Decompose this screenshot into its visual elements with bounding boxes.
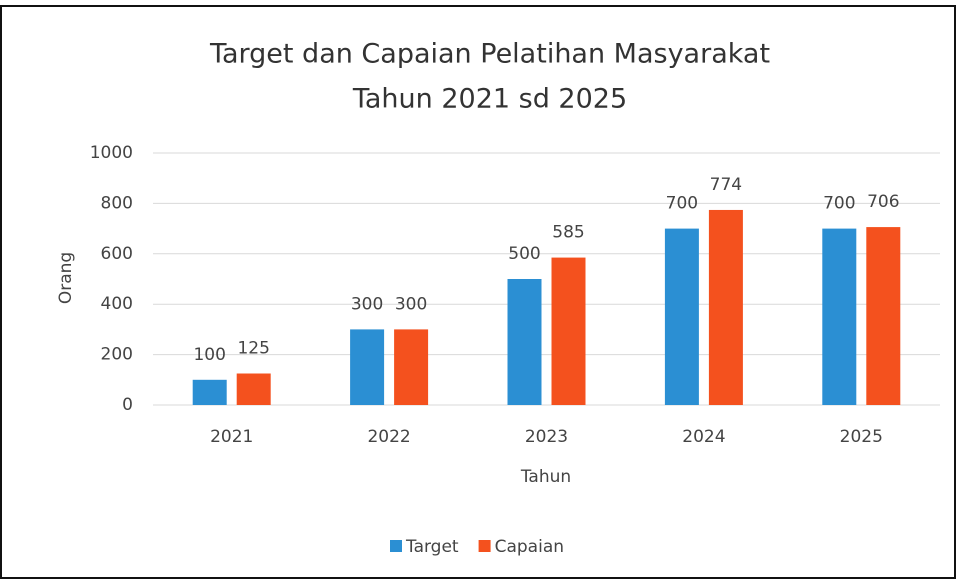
bar	[708, 209, 743, 405]
bar	[236, 373, 271, 405]
bar	[192, 379, 227, 405]
data-label: 500	[508, 244, 540, 264]
chart-title: Target dan Capaian Pelatihan Masyarakat	[209, 39, 770, 70]
legend-label: Target	[405, 537, 459, 557]
y-tick-label: 400	[101, 294, 133, 314]
y-tick-label: 800	[101, 193, 133, 213]
bar	[551, 257, 586, 405]
data-label: 100	[193, 345, 225, 365]
x-tick-label: 2022	[367, 427, 410, 447]
data-label: 700	[823, 194, 855, 214]
x-tick-label: 2025	[840, 427, 883, 447]
legend-label: Capaian	[495, 537, 564, 557]
bar	[394, 329, 429, 405]
bar	[866, 227, 901, 405]
legend-swatch	[478, 540, 491, 552]
x-tick-label: 2024	[682, 427, 725, 447]
chart-title: Tahun 2021 sd 2025	[352, 84, 627, 115]
x-tick-label: 2021	[210, 427, 253, 447]
y-tick-label: 200	[101, 345, 133, 365]
bar	[664, 228, 699, 405]
chart-border	[0, 5, 956, 579]
data-label: 774	[710, 175, 742, 195]
data-label: 300	[395, 294, 427, 314]
data-label: 585	[552, 223, 584, 243]
x-axis-label: Tahun	[520, 467, 571, 487]
data-label: 706	[867, 192, 899, 212]
y-axis-label: Orang	[56, 252, 76, 304]
x-tick-label: 2023	[525, 427, 568, 447]
legend-swatch	[390, 540, 402, 552]
y-tick-label: 600	[101, 244, 133, 264]
data-label: 300	[351, 294, 383, 314]
bar	[350, 329, 385, 405]
bar	[822, 228, 857, 405]
y-tick-label: 1000	[90, 143, 133, 163]
data-label: 700	[666, 194, 698, 214]
y-tick-label: 0	[122, 395, 133, 415]
bar	[507, 279, 542, 405]
data-label: 125	[237, 339, 269, 359]
